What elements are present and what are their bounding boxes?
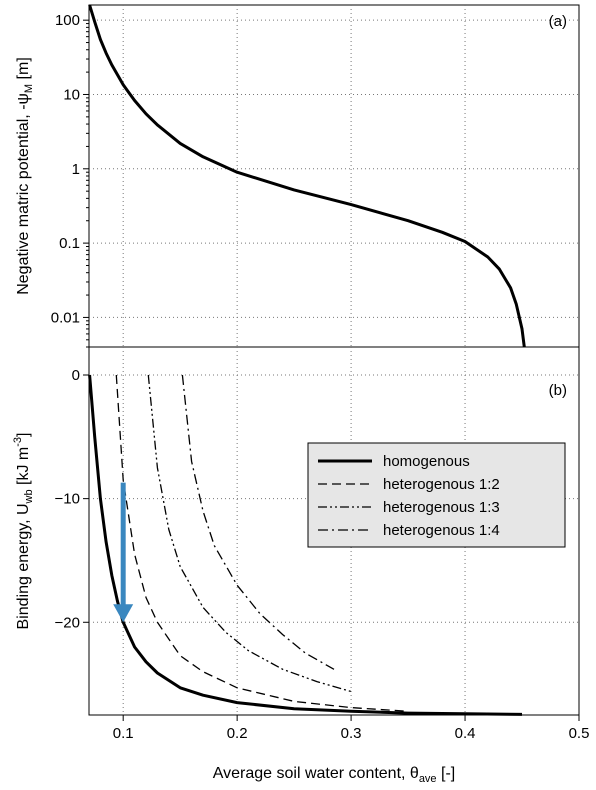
series-line-0 [88, 374, 523, 716]
y-tick-label: 10 [63, 86, 80, 103]
panel-b-ylabel-unit: [kJ m [15, 447, 32, 490]
legend-label: heterogenous 1:3 [383, 499, 500, 516]
y-tick-label: −20 [55, 614, 80, 631]
y-tick-label: −10 [55, 491, 80, 508]
panel-a-ylabel-main: Negative matric potential, -ψ [15, 93, 32, 295]
y-tick-label: 0.01 [51, 309, 80, 326]
panel-a-frame [88, 4, 580, 348]
panel-b-series [88, 374, 523, 716]
annotation-arrow [113, 482, 134, 623]
legend-label: heterogenous 1:4 [383, 522, 500, 539]
y-tick-label: 1 [72, 161, 80, 178]
panel-a-series [88, 4, 526, 348]
series-line-1 [115, 374, 409, 712]
legend: homogenous heterogenous 1:2 heterogenous 1… [307, 442, 566, 548]
x-tick-label: 0.2 [227, 725, 248, 742]
panel-b-ylabel: Binding energy, Uwb [kJ m-3] [12, 433, 35, 630]
x-tick-label: 0.1 [113, 725, 134, 742]
series-line-3 [181, 374, 335, 670]
panel-a-ylabel: Negative matric potential, -ψM [m] [15, 57, 35, 295]
panel-a-grid [89, 5, 579, 347]
x-axis-label-unit: [-] [437, 765, 456, 782]
panel-a: 0.01 0.1 1 10 100 (a) Negative matric potent… [15, 4, 580, 348]
panel-a-ylabel-unit: [m] [15, 57, 32, 84]
panel-b-label: (b) [549, 382, 567, 399]
panel-b-ylabel-sup: -3 [12, 437, 24, 447]
legend-label: homogenous [383, 453, 470, 470]
series-line-retention [88, 4, 526, 348]
panel-a-ylabel-sub: M [23, 84, 35, 93]
panel-a-y-ticks: 0.01 0.1 1 10 100 [51, 12, 89, 348]
x-axis-label-main: Average soil water content, θ [213, 765, 419, 782]
x-tick-label: 0.4 [455, 725, 476, 742]
panel-b-ylabel-end: ] [15, 433, 32, 437]
y-tick-label: 100 [55, 12, 80, 29]
x-axis-label: Average soil water content, θave [-] [213, 765, 455, 785]
arrow-head [113, 604, 134, 623]
y-tick-label: 0 [72, 367, 80, 384]
panel-b-ylabel-sub: wb [23, 489, 35, 504]
panel-b-ylabel-main: Binding energy, U [15, 503, 32, 629]
x-tick-label: 0.3 [341, 725, 362, 742]
legend-items: homogenous heterogenous 1:2 heterogenous 1… [318, 453, 500, 539]
panel-b-ticks: 0.1 0.2 0.3 0.4 0.5 −20 −10 0 [55, 367, 590, 742]
legend-label: heterogenous 1:2 [383, 476, 500, 493]
panel-a-label: (a) [549, 13, 567, 30]
x-tick-label: 0.5 [569, 725, 590, 742]
x-axis-label-sub: ave [419, 773, 437, 785]
panel-b-frame [88, 346, 580, 716]
panel-b: 0.1 0.2 0.3 0.4 0.5 −20 −10 0 (b) homogenous het… [12, 346, 590, 785]
y-tick-label: 0.1 [59, 235, 80, 252]
